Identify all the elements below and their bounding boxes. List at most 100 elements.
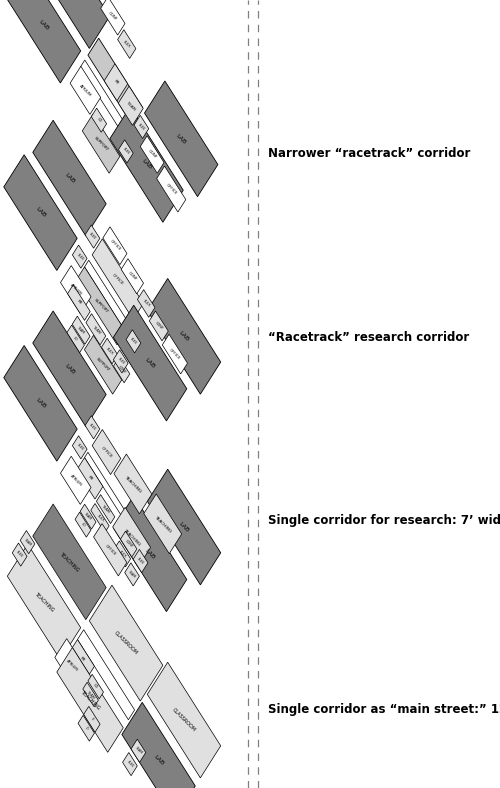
Text: TEAM: TEAM (84, 512, 92, 522)
Text: OFFICE: OFFICE (100, 445, 113, 459)
Polygon shape (70, 640, 94, 678)
Polygon shape (148, 662, 220, 778)
Polygon shape (103, 227, 127, 265)
Text: FLEX: FLEX (118, 549, 127, 559)
Polygon shape (162, 334, 188, 374)
Text: FLEX: FLEX (129, 337, 138, 346)
Text: Narrower “racetrack” corridor: Narrower “racetrack” corridor (268, 147, 470, 160)
Polygon shape (55, 638, 90, 693)
Polygon shape (134, 115, 148, 139)
Polygon shape (78, 630, 134, 719)
Polygon shape (122, 702, 196, 788)
Text: LAB: LAB (64, 172, 76, 184)
Polygon shape (156, 166, 186, 212)
Text: CO: CO (92, 683, 99, 690)
Text: FLEX: FLEX (142, 299, 150, 308)
Polygon shape (82, 114, 120, 173)
Polygon shape (33, 121, 106, 236)
Text: SUPPORT: SUPPORT (93, 136, 109, 152)
Text: ATRIUM: ATRIUM (69, 474, 82, 487)
Polygon shape (76, 267, 126, 345)
Text: LAB: LAB (34, 206, 46, 219)
Text: TEACHING: TEACHING (154, 515, 172, 533)
Polygon shape (120, 531, 137, 557)
Text: ATRIUM: ATRIUM (69, 283, 82, 296)
Text: OFFICE: OFFICE (111, 273, 124, 286)
Text: LAB: LAB (152, 754, 164, 766)
Text: LAB: LAB (64, 362, 76, 375)
Text: TEAM: TEAM (76, 325, 86, 335)
Text: Single corridor as “main street:” 12’ wide: Single corridor as “main street:” 12’ wi… (268, 703, 500, 716)
Polygon shape (85, 225, 100, 248)
Text: TEACHING: TEACHING (33, 591, 55, 613)
Text: FLEX: FLEX (122, 147, 130, 156)
Polygon shape (4, 345, 77, 461)
Text: LAB: LAB (38, 19, 50, 32)
Text: LAB: LAB (34, 397, 46, 410)
Polygon shape (80, 60, 128, 136)
Polygon shape (76, 458, 103, 499)
Text: TEAM: TEAM (100, 504, 110, 514)
Polygon shape (133, 549, 148, 573)
Polygon shape (104, 64, 128, 101)
Text: FLEX: FLEX (88, 232, 96, 241)
Polygon shape (100, 0, 125, 35)
Polygon shape (20, 530, 35, 554)
Text: “Racetrack” research corridor: “Racetrack” research corridor (268, 331, 469, 344)
Polygon shape (83, 682, 98, 707)
Text: LAB: LAB (140, 158, 152, 170)
Text: CO: CO (80, 522, 86, 528)
Polygon shape (112, 507, 150, 567)
Polygon shape (150, 311, 169, 341)
Polygon shape (114, 454, 152, 514)
Polygon shape (70, 66, 100, 114)
Polygon shape (84, 260, 130, 332)
Text: FLEX: FLEX (116, 357, 125, 366)
Text: TEAM: TEAM (134, 746, 143, 756)
Text: SUPPORT: SUPPORT (92, 298, 109, 314)
Text: TEACHING: TEACHING (58, 551, 80, 573)
Polygon shape (144, 494, 182, 554)
Text: CONF: CONF (127, 271, 138, 281)
Polygon shape (90, 585, 163, 701)
Polygon shape (131, 739, 146, 762)
Polygon shape (94, 523, 127, 576)
Polygon shape (72, 316, 90, 344)
Polygon shape (121, 258, 144, 294)
Polygon shape (148, 469, 220, 585)
Text: FLEX: FLEX (16, 550, 24, 559)
Polygon shape (85, 416, 100, 439)
Polygon shape (114, 350, 128, 373)
Polygon shape (118, 139, 133, 163)
Text: ATRIUM: ATRIUM (78, 84, 92, 97)
Text: TEACHING: TEACHING (124, 474, 142, 493)
Polygon shape (72, 436, 87, 459)
Text: ATRIUM: ATRIUM (66, 660, 78, 672)
Polygon shape (33, 504, 106, 619)
Polygon shape (138, 290, 155, 318)
Text: TEACHING: TEACHING (80, 690, 101, 711)
Text: TEAM: TEAM (126, 100, 136, 111)
Polygon shape (80, 504, 96, 529)
Polygon shape (4, 154, 77, 270)
Polygon shape (144, 81, 218, 197)
Text: LAB: LAB (178, 330, 190, 342)
Polygon shape (86, 314, 106, 345)
Text: FLEX: FLEX (122, 39, 131, 49)
Polygon shape (88, 38, 142, 125)
Text: CLASSROOM: CLASSROOM (114, 630, 139, 656)
Text: FLEX: FLEX (76, 443, 84, 452)
Text: E: E (90, 717, 94, 722)
Text: FLEX: FLEX (137, 123, 145, 131)
Text: OFFICE: OFFICE (168, 348, 181, 360)
Text: RR: RR (76, 299, 82, 306)
Polygon shape (124, 563, 140, 586)
Text: RR: RR (78, 656, 86, 663)
Polygon shape (114, 305, 187, 421)
Text: TEAM: TEAM (91, 325, 101, 334)
Text: CONF: CONF (124, 539, 134, 549)
Polygon shape (122, 753, 138, 775)
Polygon shape (92, 108, 106, 132)
Text: CONF: CONF (108, 10, 118, 21)
Text: FLEX: FLEX (88, 423, 96, 432)
